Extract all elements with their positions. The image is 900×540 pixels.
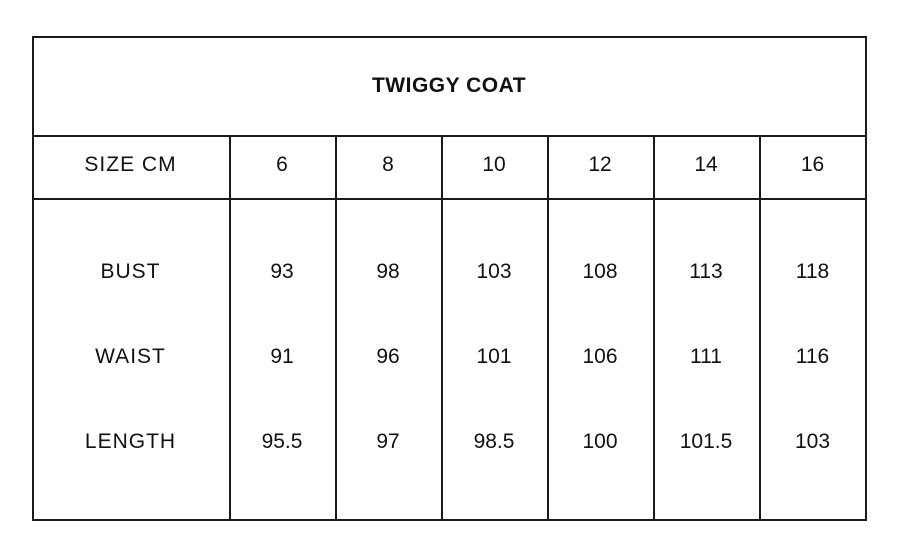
measurement-cell: 91 — [270, 345, 294, 368]
measurement-cell: 98 — [376, 260, 400, 283]
size-header: 8 — [382, 153, 394, 176]
divider-title — [32, 135, 866, 137]
column-divider — [229, 135, 231, 521]
measurement-cell: 103 — [476, 260, 512, 283]
size-header: 16 — [800, 153, 825, 176]
measurement-cell: 101.5 — [679, 430, 733, 453]
column-divider — [547, 135, 549, 521]
measurement-cell: 118 — [795, 260, 830, 283]
measurement-cell: 93 — [270, 260, 294, 283]
column-divider — [759, 135, 761, 521]
border-right — [865, 36, 867, 521]
chart-title: TWIGGY COAT — [371, 74, 527, 97]
divider-header — [32, 198, 866, 200]
measurement-cell: 111 — [690, 345, 722, 368]
border-left — [32, 36, 34, 521]
row-label-waist: WAIST — [95, 345, 166, 368]
size-header: 6 — [276, 153, 288, 176]
measurement-cell: 113 — [689, 260, 723, 283]
measurement-cell: 95.5 — [261, 430, 303, 453]
column-divider — [441, 135, 443, 521]
size-header: 12 — [588, 153, 612, 176]
size-header: 10 — [482, 153, 506, 176]
measurement-cell: 100 — [582, 430, 618, 453]
measurement-cell: 108 — [582, 260, 618, 283]
measurement-cell: 101 — [476, 345, 512, 368]
measurement-cell: 116 — [795, 345, 830, 368]
measurement-cell: 98.5 — [473, 430, 515, 453]
size-header: 14 — [694, 153, 718, 176]
measurement-cell: 103 — [794, 430, 831, 453]
row-label-length: LENGTH — [84, 430, 177, 453]
column-divider — [335, 135, 337, 521]
border-top — [32, 36, 866, 38]
border-bottom — [32, 519, 866, 521]
measurement-cell: 96 — [376, 345, 400, 368]
measurement-cell: 106 — [582, 345, 618, 368]
column-divider — [653, 135, 655, 521]
measurement-cell: 97 — [376, 430, 400, 453]
header-label: SIZE CM — [84, 153, 177, 176]
row-label-bust: BUST — [100, 260, 161, 283]
